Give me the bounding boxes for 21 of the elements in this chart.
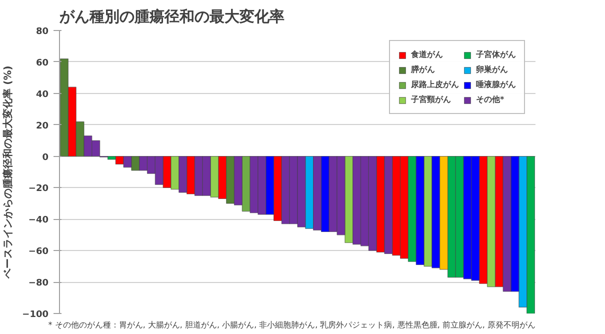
y-axis-title: ベースラインからの腫瘍径和の最大変化率 (%) <box>2 66 14 280</box>
legend-label: 唾液腺がん <box>476 79 516 90</box>
y-tick-label: 40 <box>36 90 49 100</box>
legend-label: その他* <box>476 94 504 105</box>
legend-label: 卵巣がん <box>476 64 508 75</box>
y-tick-label: 80 <box>36 27 49 37</box>
y-tick-label: −80 <box>28 278 49 289</box>
y-tick-label: 60 <box>36 58 49 68</box>
legend-label: 食道がん <box>411 49 443 60</box>
legend-label: 子宮体がん <box>476 49 516 60</box>
y-tick-label: −20 <box>28 184 49 194</box>
legend-label: 子宮頸がん <box>411 94 451 105</box>
y-tick-label: −40 <box>28 216 49 226</box>
y-tick-label: 0 <box>42 152 49 163</box>
legend-label: 尿路上皮がん <box>411 79 459 90</box>
y-tick-label: 20 <box>36 121 49 132</box>
y-tick-label: −60 <box>28 247 49 258</box>
legend-label: 膵がん <box>411 64 435 75</box>
chart-title: がん種別の腫瘍径和の最大変化率 <box>58 8 284 26</box>
text: * その他のがん種：胃がん, 大腸がん, 胆道がん, 小腸がん, 非小細胞肺がん, 乳房外パジェット病, 悪性黒色腫, 前立腺がん, 原発不明がん <box>48 320 536 330</box>
y-tick-label: −100 <box>22 310 48 320</box>
